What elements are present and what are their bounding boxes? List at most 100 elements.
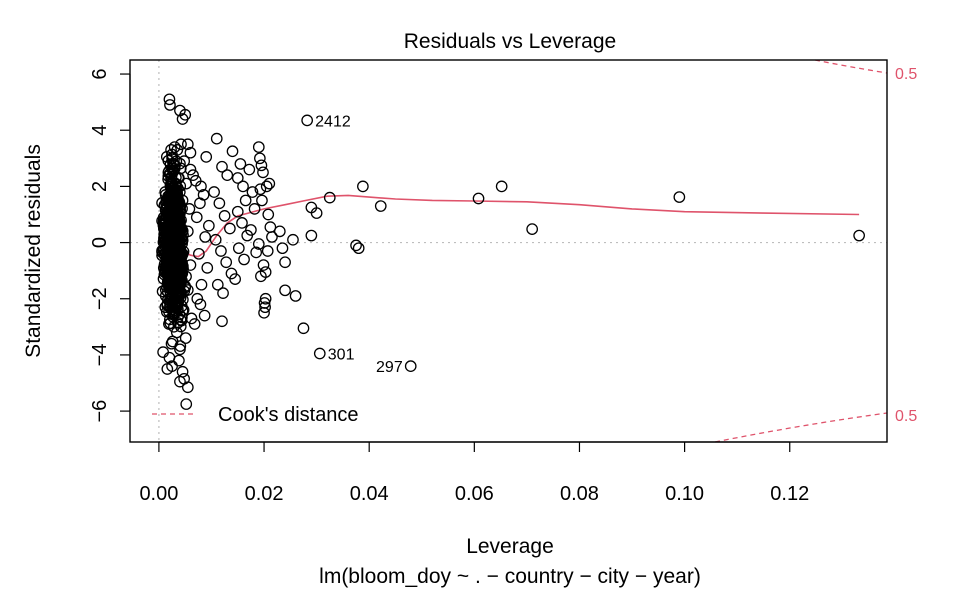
chart-title: Residuals vs Leverage	[404, 30, 616, 53]
data-point	[213, 197, 226, 210]
x-tick-label: 0.06	[455, 483, 494, 505]
data-point	[259, 292, 272, 305]
data-point	[203, 219, 215, 232]
data-point	[209, 233, 222, 246]
data-point	[165, 172, 177, 185]
data-point	[257, 259, 270, 271]
data-point	[168, 243, 181, 256]
data-point	[156, 244, 168, 257]
data-point	[673, 191, 686, 203]
data-point	[176, 225, 188, 238]
data-point	[259, 301, 271, 314]
y-tick-label: 0	[89, 237, 111, 248]
data-point	[279, 256, 291, 269]
data-point	[163, 93, 176, 106]
data-point	[194, 197, 206, 210]
data-point	[162, 154, 175, 167]
data-point	[246, 186, 259, 198]
data-point	[236, 217, 248, 229]
data-point	[495, 180, 508, 193]
data-point	[248, 203, 261, 215]
smooth-fit-layer	[158, 194, 860, 258]
cooks-contour-top	[814, 59, 888, 74]
data-point	[258, 297, 271, 309]
data-point	[226, 145, 239, 158]
y-tick-label: −2	[89, 287, 111, 310]
model-formula-subtitle: lm(bloom_doy ~ . − country − city − year…	[319, 565, 701, 588]
data-point	[245, 224, 257, 236]
data-point	[157, 346, 169, 358]
data-point	[179, 108, 192, 121]
data-point	[161, 254, 173, 267]
data-point	[357, 180, 369, 193]
data-point	[171, 199, 184, 211]
x-tick-label: 0.12	[770, 483, 809, 505]
data-point	[287, 233, 299, 246]
data-point	[232, 242, 245, 255]
cooks-contour-bottom	[714, 412, 888, 443]
data-point	[526, 223, 539, 235]
data-point	[238, 253, 250, 266]
data-point	[264, 221, 277, 233]
data-point	[216, 315, 228, 328]
data-point	[165, 144, 177, 156]
data-point	[257, 166, 269, 179]
y-tick-label: 6	[89, 68, 111, 79]
data-point	[218, 210, 231, 222]
y-tick-label: −4	[89, 344, 111, 367]
data-point	[352, 242, 365, 255]
data-point	[310, 207, 323, 219]
data-point	[163, 253, 176, 266]
data-point	[181, 381, 194, 394]
data-point	[210, 132, 223, 145]
data-point	[252, 141, 265, 153]
data-point	[179, 332, 192, 344]
data-point	[254, 183, 267, 196]
data-point	[168, 235, 181, 248]
data-point	[229, 273, 241, 285]
data-point	[163, 313, 176, 326]
data-point	[224, 222, 236, 235]
point-label: 301	[328, 347, 355, 364]
data-point	[168, 141, 181, 153]
data-point	[164, 317, 177, 330]
data-point	[237, 180, 249, 193]
data-point	[266, 231, 278, 243]
smooth-fit-line	[158, 194, 860, 258]
data-point	[165, 200, 178, 213]
data-point	[323, 191, 336, 204]
data-point	[195, 180, 207, 193]
x-axis: 0.00 0.02 0.04 0.06 0.08 0.10 0.12	[139, 441, 809, 505]
data-point	[167, 303, 179, 315]
data-point	[231, 172, 244, 184]
x-tick-label: 0.08	[560, 483, 599, 505]
points-layer	[156, 93, 865, 410]
data-point	[168, 301, 181, 314]
data-point	[263, 177, 276, 190]
y-tick-label: −6	[89, 400, 111, 423]
data-point	[350, 239, 362, 252]
data-point	[164, 99, 176, 111]
data-point	[289, 290, 302, 302]
data-point	[279, 284, 291, 297]
data-point	[198, 309, 211, 322]
data-point	[164, 214, 176, 227]
data-point	[273, 225, 286, 238]
cooks-contour-label-bottom: 0.5	[895, 408, 917, 425]
labeled-point	[301, 114, 314, 127]
data-point	[221, 169, 234, 182]
y-tick-label: 4	[89, 125, 111, 136]
data-point	[161, 363, 174, 375]
data-point	[187, 169, 199, 182]
reference-lines	[130, 60, 887, 442]
point-labels-layer: 2412 301 297	[301, 113, 417, 376]
data-point	[176, 287, 188, 300]
labeled-point	[313, 347, 326, 360]
data-point	[262, 208, 275, 221]
cooks-distance-layer: 0.5 0.5	[714, 59, 917, 443]
data-point	[217, 287, 229, 299]
data-point	[252, 238, 265, 250]
data-point	[164, 299, 176, 312]
data-point	[170, 227, 183, 240]
